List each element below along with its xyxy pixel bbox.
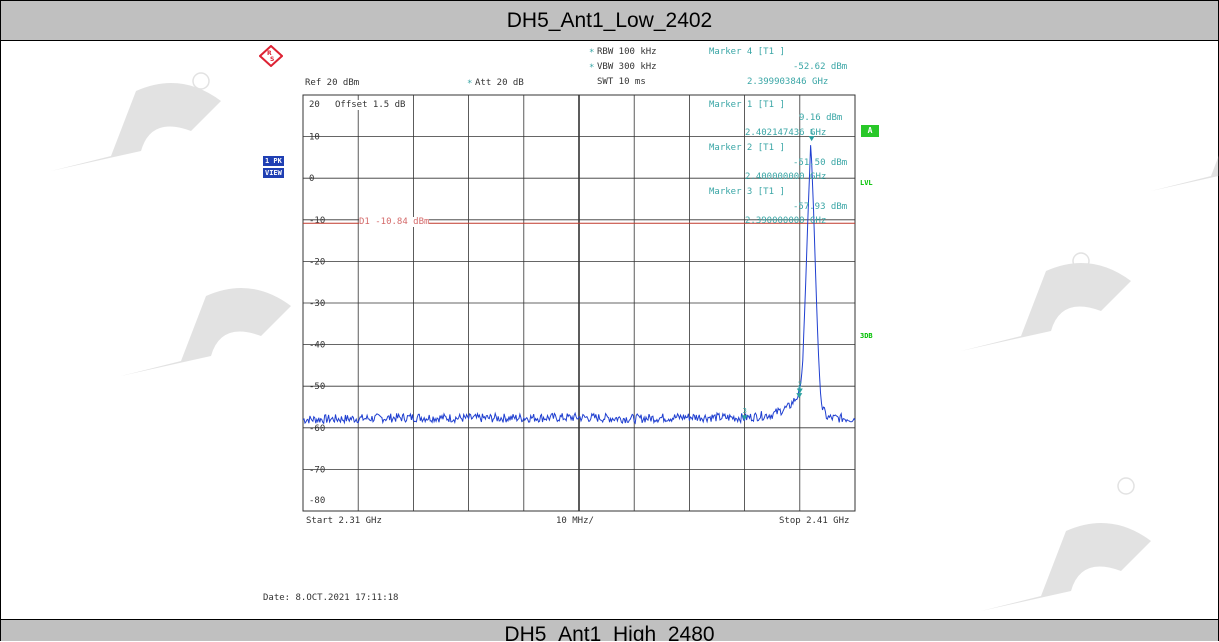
rbw-star: * bbox=[589, 48, 595, 58]
marker-1-point bbox=[808, 136, 815, 142]
marker-3-id: 3 bbox=[743, 407, 747, 415]
marker-2-id: 2 bbox=[798, 380, 802, 388]
marker-3-point bbox=[741, 415, 748, 421]
marker3-level: -57.93 dBm bbox=[793, 202, 848, 212]
watermark-logo-left-mid bbox=[121, 288, 291, 376]
ref-level: Ref 20 dBm bbox=[305, 78, 360, 88]
section-title-text: DH5_Ant1_Low_2402 bbox=[506, 8, 713, 32]
marker4-level: -52.62 dBm bbox=[793, 62, 848, 72]
marker-2-point bbox=[796, 388, 803, 394]
y-tick-label: 20 bbox=[309, 100, 320, 110]
marker2-label: Marker 2 [T1 ] bbox=[709, 143, 785, 153]
vbw-setting: VBW 300 kHz bbox=[597, 62, 657, 72]
watermark-logo-right-bottom bbox=[981, 477, 1151, 611]
rbw-setting: RBW 100 kHz bbox=[597, 47, 657, 57]
y-tick-label: -60 bbox=[309, 424, 325, 434]
chart-grid bbox=[302, 94, 856, 512]
marker4-freq: 2.399903846 GHz bbox=[747, 77, 829, 87]
offset-text: Offset 1.5 dB bbox=[335, 100, 406, 110]
stop-frequency: Stop 2.41 GHz bbox=[779, 516, 850, 526]
watermark-logo-right-mid bbox=[961, 252, 1131, 351]
marker2-freq: 2.400000000 GHz bbox=[745, 172, 827, 182]
y-tick-label: -50 bbox=[309, 382, 325, 392]
marker4-label: Marker 4 [T1 ] bbox=[709, 47, 785, 57]
y-tick-labels: 20 10 0 -10 -20 -30 -40 -50 -60 -70 -80 bbox=[309, 100, 325, 506]
marker-4-point bbox=[796, 393, 803, 399]
swt-setting: SWT 10 ms bbox=[597, 77, 646, 87]
span-per-div: 10 MHz/ bbox=[556, 516, 594, 526]
trace-view-badge: VIEW bbox=[263, 168, 284, 178]
y-tick-label: 0 bbox=[309, 174, 314, 184]
rs-logo-icon: R S bbox=[259, 45, 283, 67]
marker1-freq: 2.402147436 GHz bbox=[745, 128, 827, 138]
lvl-indicator: LVL bbox=[860, 179, 873, 187]
watermark-logo-left-top bbox=[51, 72, 221, 171]
date-stamp: Date: 8.OCT.2021 17:11:18 bbox=[263, 593, 399, 603]
3db-indicator: 3DB bbox=[860, 332, 873, 340]
marker3-label: Marker 3 [T1 ] bbox=[709, 187, 785, 197]
y-tick-label: -10 bbox=[309, 216, 325, 226]
section-title: DH5_Ant1_Low_2402 bbox=[1, 1, 1218, 41]
y-tick-label: -70 bbox=[309, 465, 325, 475]
svg-text:R: R bbox=[267, 50, 272, 57]
next-section-title: DH5_Ant1_High_2480 bbox=[1, 619, 1218, 641]
marker1-level: 9.16 dBm bbox=[799, 113, 843, 123]
next-section-title-text: DH5_Ant1_High_2480 bbox=[504, 623, 715, 641]
y-tick-label: -80 bbox=[309, 496, 325, 506]
y-tick-label: -20 bbox=[309, 257, 325, 267]
vbw-star: * bbox=[589, 63, 595, 73]
marker1-label: Marker 1 [T1 ] bbox=[709, 100, 785, 110]
y-tick-label: -40 bbox=[309, 341, 325, 351]
start-frequency: Start 2.31 GHz bbox=[306, 516, 382, 526]
display-line-label: D1 -10.84 dBm bbox=[359, 217, 430, 227]
y-tick-label: 10 bbox=[309, 133, 320, 143]
marker-1-id: 1 bbox=[810, 128, 814, 136]
y-tick-label: -30 bbox=[309, 299, 325, 309]
marker-points: 1 2 3 4 bbox=[741, 128, 815, 421]
marker-4-id: 4 bbox=[797, 385, 801, 393]
marker3-freq: 2.390000000 GHz bbox=[745, 216, 827, 226]
svg-text:S: S bbox=[270, 56, 274, 63]
att-star: * bbox=[467, 79, 473, 89]
trace-pk-badge: 1 PK bbox=[263, 156, 284, 166]
trigger-a-badge: A bbox=[861, 125, 879, 137]
attenuation: Att 20 dB bbox=[475, 78, 524, 88]
marker2-level: -51.50 dBm bbox=[793, 158, 848, 168]
spectrum-trace bbox=[302, 145, 856, 425]
